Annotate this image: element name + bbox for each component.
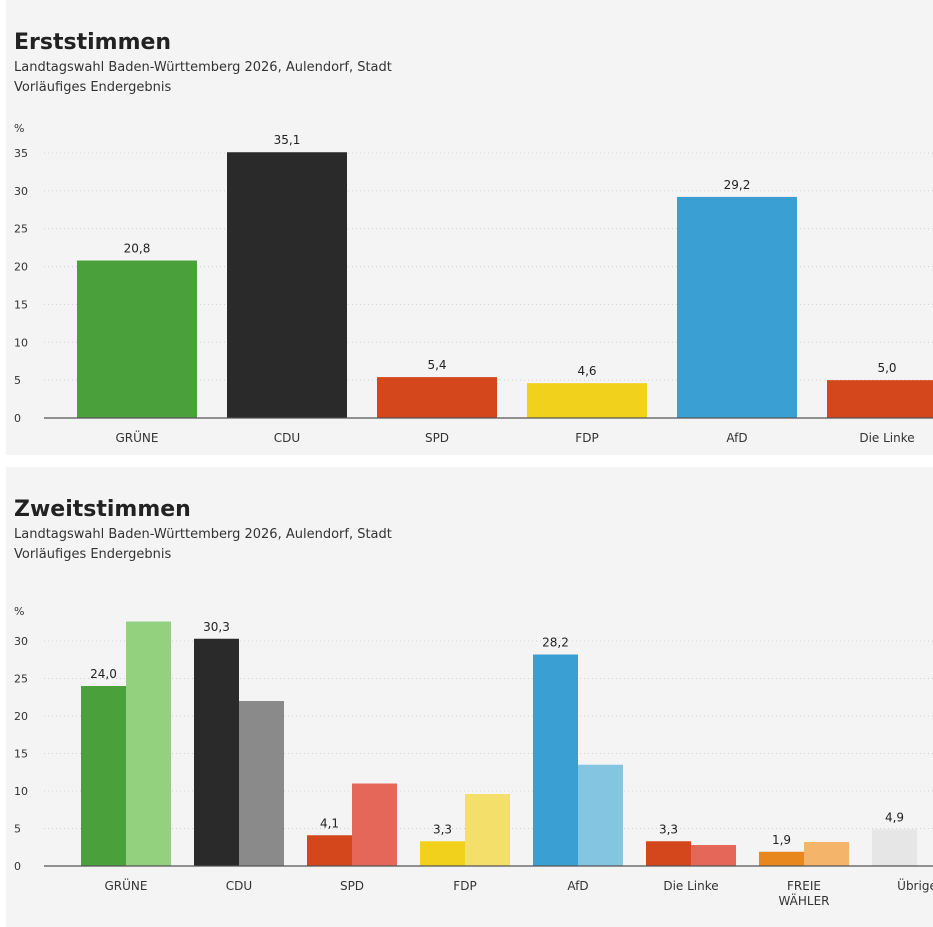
y-tick-label: 15: [14, 748, 28, 761]
y-tick-label: 20: [14, 261, 28, 274]
x-category-label: SPD: [340, 879, 364, 893]
data-label: 4,6: [577, 364, 596, 378]
bar-primary: [872, 829, 917, 866]
x-category-label: WÄHLER: [778, 893, 829, 908]
bar-previous: [239, 701, 284, 866]
x-category-label: Übrige: [897, 877, 933, 893]
y-tick-label: 25: [14, 673, 28, 686]
y-tick-label: 35: [14, 147, 28, 160]
x-category-label: AfD: [567, 879, 588, 893]
y-tick-label: 0: [14, 860, 21, 873]
y-tick-label: 5: [14, 374, 21, 387]
data-label: 4,1: [320, 816, 339, 830]
y-axis-unit-label: %: [14, 605, 24, 618]
data-label: 3,3: [433, 822, 452, 836]
x-category-label: Die Linke: [663, 879, 718, 893]
x-category-label: FDP: [575, 431, 598, 445]
bar-previous: [126, 621, 171, 866]
bar-primary: [646, 841, 691, 866]
chart-status: Vorläufiges Endergebnis: [14, 547, 172, 562]
y-tick-label: 0: [14, 412, 21, 425]
x-category-label: SPD: [425, 431, 449, 445]
erststimmen-chart: % 0 5 10 15 20 25 30 35 20,8 GRÜNE 35,1 CDU 5,4 SPD 4,6…: [14, 122, 933, 445]
chart-title: Zweitstimmen: [14, 497, 191, 522]
x-category-label: CDU: [226, 879, 252, 893]
bar: [677, 196, 797, 418]
data-label: 1,9: [772, 833, 791, 847]
bar-previous: [578, 764, 623, 866]
x-category-label: GRÜNE: [116, 429, 159, 445]
y-tick-label: 10: [14, 336, 28, 349]
bar: [77, 260, 197, 418]
data-label: 3,3: [659, 822, 678, 836]
y-tick-label: 30: [14, 185, 28, 198]
x-category-label: CDU: [274, 431, 300, 445]
bar: [527, 383, 647, 418]
zweitstimmen-chart: % 0 5 10 15 20 25 30 24,0 GRÜNE 30,3 CDU 4,1 SPD 3,3 FD…: [14, 605, 933, 908]
data-label: 24,0: [90, 667, 117, 681]
x-category-label: Die Linke: [859, 431, 914, 445]
y-tick-label: 5: [14, 823, 21, 836]
bar: [377, 377, 497, 418]
y-tick-label: 30: [14, 635, 28, 648]
x-category-label: GRÜNE: [105, 877, 148, 893]
data-label: 20,8: [124, 242, 151, 256]
data-label: 35,1: [274, 133, 301, 147]
y-axis-unit-label: %: [14, 122, 24, 135]
y-tick-label: 15: [14, 298, 28, 311]
bar-previous: [691, 845, 736, 866]
x-category-label: FDP: [453, 879, 476, 893]
data-label: 29,2: [724, 178, 751, 192]
bar: [227, 152, 347, 418]
y-tick-label: 20: [14, 710, 28, 723]
x-category-label: AfD: [726, 431, 747, 445]
bar-primary: [759, 851, 804, 866]
bar-primary: [420, 841, 465, 866]
chart-status: Vorläufiges Endergebnis: [14, 80, 172, 95]
y-tick-label: 10: [14, 785, 28, 798]
y-tick-label: 25: [14, 223, 28, 236]
bar: [827, 380, 933, 418]
chart-subtitle: Landtagswahl Baden-Württemberg 2026, Aul…: [14, 527, 392, 542]
data-label: 30,3: [203, 620, 230, 634]
erststimmen-panel: Erststimmen Landtagswahl Baden-Württembe…: [6, 0, 933, 455]
bar-previous: [804, 842, 849, 866]
bar-primary: [194, 638, 239, 866]
bar-primary: [81, 686, 126, 866]
bar-previous: [352, 783, 397, 866]
data-label: 4,9: [885, 810, 904, 824]
chart-title: Erststimmen: [14, 30, 172, 55]
zweitstimmen-panel: Zweitstimmen Landtagswahl Baden-Württemb…: [6, 467, 933, 927]
data-label: 5,4: [427, 358, 446, 372]
data-label: 28,2: [542, 636, 569, 650]
x-category-label: FREIE: [787, 879, 821, 893]
bar-primary: [533, 654, 578, 866]
bar-primary: [307, 835, 352, 866]
bar-previous: [465, 794, 510, 866]
chart-subtitle: Landtagswahl Baden-Württemberg 2026, Aul…: [14, 60, 392, 75]
data-label: 5,0: [877, 361, 896, 375]
